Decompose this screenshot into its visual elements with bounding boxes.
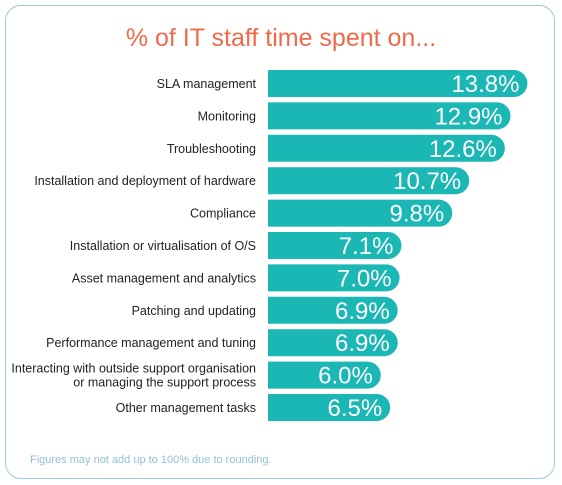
category-label: Patching and updating (132, 304, 256, 318)
bar (268, 264, 400, 292)
category-label: Compliance (190, 207, 256, 221)
footnote: Figures may not add up to 100% due to ro… (30, 454, 272, 466)
bar (268, 329, 398, 357)
bar (268, 134, 505, 162)
category-label: Other management tasks (116, 401, 256, 415)
bar-value-label: 7.1% (339, 233, 394, 260)
category-label: Interacting with outside support organis… (11, 362, 256, 376)
category-label: Installation or virtualisation of O/S (70, 239, 256, 253)
category-label: Performance management and tuning (46, 336, 256, 350)
bar (268, 232, 402, 259)
bar-value-label: 9.8% (390, 201, 445, 228)
bar-value-label: 13.8% (451, 71, 519, 98)
category-label: Troubleshooting (167, 142, 256, 156)
bar-value-label: 12.6% (429, 136, 497, 163)
bar-value-label: 6.9% (335, 330, 390, 357)
bar (268, 296, 398, 324)
category-label: or managing the support process (73, 376, 256, 390)
category-label: Installation and deployment of hardware (34, 174, 256, 188)
category-label: SLA management (157, 77, 257, 91)
bar (268, 199, 453, 227)
bar (268, 361, 381, 389)
bar (268, 102, 511, 130)
bar-value-label: 7.0% (337, 265, 392, 292)
bar-value-label: 10.7% (393, 168, 461, 195)
category-label: Monitoring (198, 109, 256, 123)
bar-value-label: 6.5% (327, 395, 382, 422)
bar (268, 394, 391, 421)
chart-title: % of IT staff time spent on... (125, 24, 437, 52)
bar-value-label: 6.9% (335, 298, 390, 325)
bar-value-label: 12.9% (434, 103, 502, 130)
bar (268, 70, 528, 97)
bar-value-label: 6.0% (318, 363, 373, 390)
category-label: Asset management and analytics (72, 271, 256, 285)
bar (268, 167, 470, 195)
